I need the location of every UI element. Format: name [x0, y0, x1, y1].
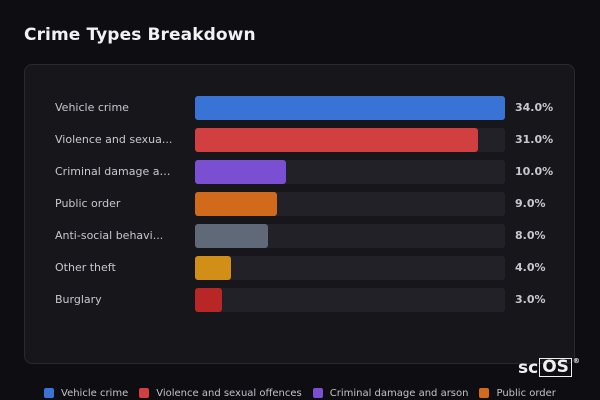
bar-value-label: 31.0%: [515, 133, 554, 146]
bar-row: Public order 9.0%: [25, 192, 574, 216]
bar-track: [195, 160, 505, 184]
bar-track: [195, 288, 505, 312]
bar: [195, 192, 277, 216]
legend-label: Public order: [496, 387, 556, 399]
legend-item[interactable]: Public order: [479, 387, 556, 399]
legend-item[interactable]: Violence and sexual offences: [139, 388, 302, 399]
bar-track: [195, 192, 505, 216]
chart-card: Vehicle crime 34.0% Violence and sexua... 3…: [24, 64, 575, 364]
scos-logo: sc OS ®: [518, 357, 580, 379]
bar-track: [195, 128, 505, 152]
bar: [195, 160, 286, 184]
bar-row: Anti-social behavi... 8.0%: [25, 224, 574, 248]
page-title: Crime Types Breakdown: [24, 25, 256, 45]
bar-row: Criminal damage an... 10.0%: [25, 160, 574, 184]
legend-item[interactable]: Criminal damage and arson: [312, 387, 469, 399]
bar-value-label: 34.0%: [515, 101, 554, 114]
legend-swatch: [479, 388, 490, 398]
bar: [195, 288, 222, 312]
bar-label: Anti-social behavi...: [55, 229, 164, 242]
bar-value-label: 10.0%: [515, 165, 554, 178]
bar-row: Vehicle crime 34.0%: [25, 96, 574, 120]
bar-row: Violence and sexua... 31.0%: [25, 128, 574, 152]
bar-value-label: 8.0%: [515, 229, 546, 242]
bar: [195, 256, 231, 280]
bar-track: [195, 96, 505, 120]
legend-label: Criminal damage and arson: [329, 387, 469, 399]
legend-label: Vehicle crime: [61, 387, 129, 399]
bar-label: Burglary: [55, 293, 102, 306]
bar-track: [195, 256, 505, 280]
logo-registered-mark: ®: [572, 357, 580, 365]
bar-value-label: 9.0%: [515, 197, 546, 210]
bar-label: Public order: [55, 197, 121, 210]
bar-track: [195, 224, 505, 248]
legend-item[interactable]: Vehicle crime: [44, 388, 128, 399]
bar: [195, 128, 478, 152]
bar-label: Other theft: [55, 261, 116, 274]
logo-text-os: OS: [539, 358, 572, 377]
bar-value-label: 4.0%: [515, 261, 546, 274]
chart-legend: Vehicle crime Violence and sexual offence…: [44, 386, 567, 400]
bar: [195, 96, 505, 120]
legend-swatch: [139, 388, 150, 398]
logo-text-sc: sc: [518, 358, 539, 378]
bar-label: Violence and sexua...: [55, 133, 173, 146]
bar: [195, 224, 268, 248]
bar-label: Vehicle crime: [55, 101, 129, 114]
bar-value-label: 3.0%: [515, 293, 546, 306]
bar-row: Other theft 4.0%: [25, 256, 574, 280]
legend-label: Violence and sexual offences: [156, 387, 302, 399]
bar-label: Criminal damage an...: [55, 165, 173, 178]
legend-swatch: [312, 388, 323, 398]
bar-row: Burglary 3.0%: [25, 288, 574, 312]
legend-swatch: [44, 388, 54, 398]
